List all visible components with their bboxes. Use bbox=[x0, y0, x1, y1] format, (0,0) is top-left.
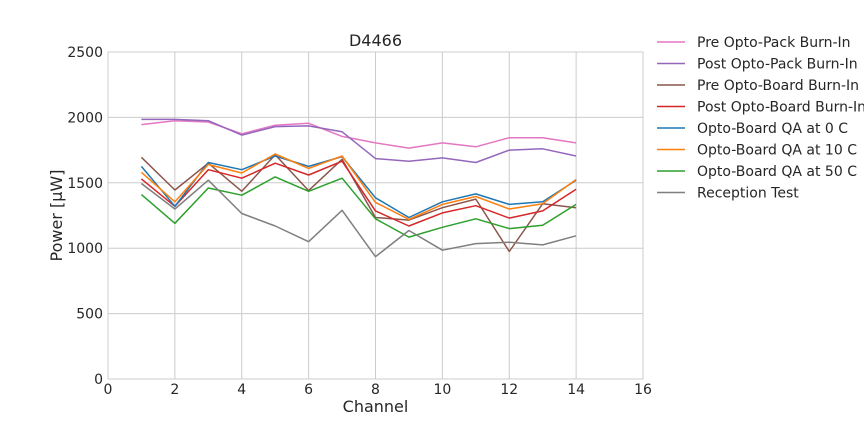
y-tick-label: 1000 bbox=[67, 241, 103, 257]
legend-label: Opto-Board QA at 0 C bbox=[697, 121, 848, 137]
legend-label: Pre Opto-Board Burn-In bbox=[697, 78, 859, 94]
x-tick-label: 4 bbox=[237, 382, 246, 398]
x-tick-label: 8 bbox=[371, 382, 380, 398]
legend: Pre Opto-Pack Burn-In Post Opto-Pack Burn… bbox=[657, 35, 864, 202]
legend-label: Opto-Board QA at 10 C bbox=[697, 143, 857, 159]
y-tick-label: 1500 bbox=[67, 176, 103, 192]
series-line-opto-board-qa-at-50-c bbox=[140, 176, 577, 238]
grid bbox=[107, 51, 644, 380]
x-tick-label: 6 bbox=[304, 382, 313, 398]
series-line-opto-board-qa-at-10-c bbox=[140, 153, 577, 221]
legend-label: Post Opto-Board Burn-In bbox=[697, 100, 864, 116]
x-tick-label: 0 bbox=[104, 382, 113, 398]
chart-title: D4466 bbox=[349, 31, 402, 50]
series-line-opto-board-qa-at-0-c bbox=[140, 155, 577, 219]
series-line-post-opto-pack-burn-in bbox=[141, 118, 577, 164]
x-tick-label: 12 bbox=[500, 382, 518, 398]
legend-label: Reception Test bbox=[697, 186, 799, 202]
x-tick-label: 16 bbox=[634, 382, 652, 398]
series-line-reception-test bbox=[140, 179, 577, 258]
y-tick-label: 2000 bbox=[67, 110, 103, 126]
y-tick-label: 0 bbox=[94, 372, 103, 388]
series-line-pre-opto-pack-burn-in bbox=[141, 119, 577, 149]
y-tick-label: 500 bbox=[76, 307, 103, 323]
series-lines bbox=[140, 118, 577, 258]
legend-label: Post Opto-Pack Burn-In bbox=[697, 57, 858, 73]
x-tick-label: 2 bbox=[170, 382, 179, 398]
x-axis-label: Channel bbox=[343, 397, 409, 416]
ticks: 0 2 4 6 8 10 12 14 16 0 500 1000 1500 2000 2500 bbox=[67, 45, 652, 398]
y-tick-label: 2500 bbox=[67, 45, 103, 61]
legend-label: Opto-Board QA at 50 C bbox=[697, 164, 857, 180]
series-line-post-opto-board-burn-in bbox=[140, 160, 577, 227]
x-tick-label: 14 bbox=[567, 382, 585, 398]
legend-label: Pre Opto-Pack Burn-In bbox=[697, 35, 851, 51]
y-axis-label: Power [μW] bbox=[47, 170, 66, 262]
series-line-pre-opto-board-burn-in bbox=[140, 153, 577, 253]
x-tick-label: 10 bbox=[433, 382, 451, 398]
plot-area bbox=[107, 51, 644, 380]
